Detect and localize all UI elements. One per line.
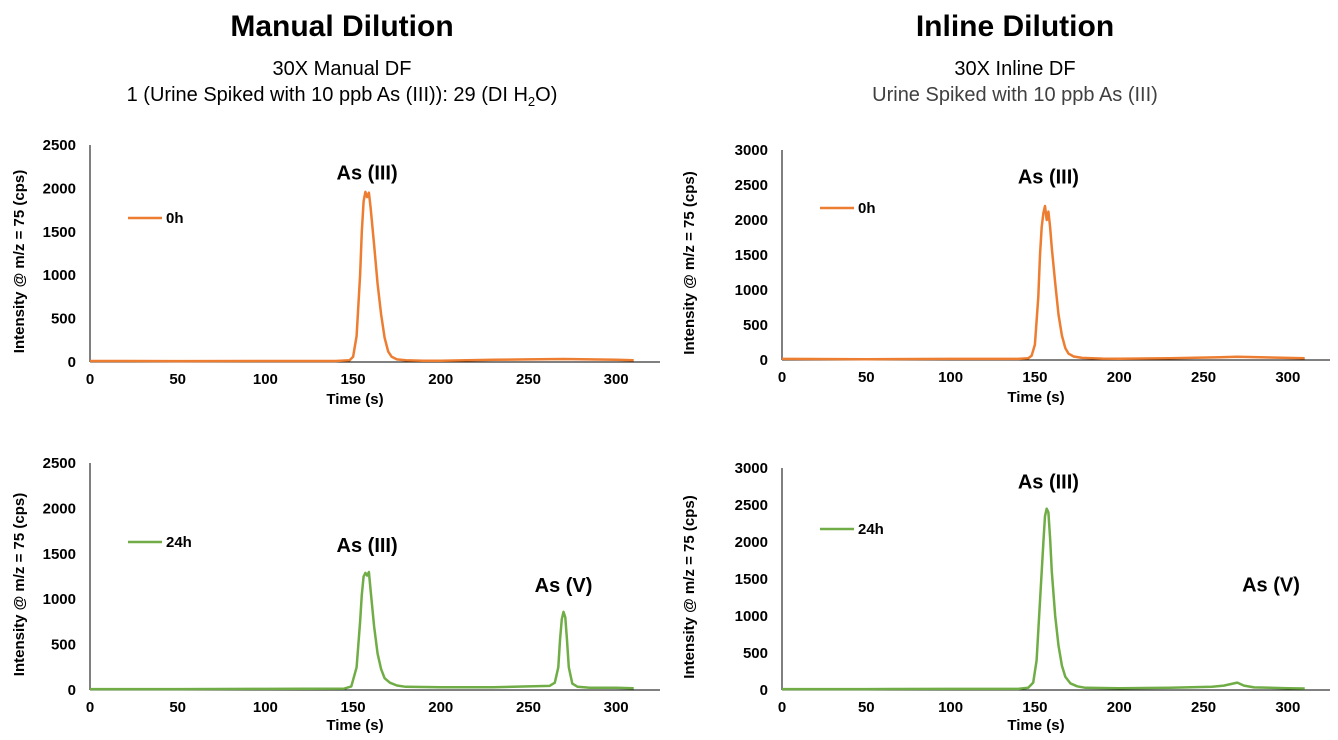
x-axis-title: Time (s) — [326, 391, 383, 408]
y-tick-label: 1000 — [43, 591, 76, 608]
x-tick-label: 150 — [341, 371, 366, 388]
x-tick-label: 100 — [253, 699, 278, 716]
x-tick-label: 100 — [938, 369, 963, 386]
y-tick-label: 2500 — [735, 177, 768, 194]
y-tick-label: 2000 — [735, 534, 768, 551]
x-tick-label: 300 — [1275, 369, 1300, 386]
y-tick-label: 1500 — [735, 247, 768, 264]
x-tick-label: 200 — [1107, 699, 1132, 716]
x-tick-label: 300 — [604, 371, 629, 388]
x-tick-label: 100 — [253, 371, 278, 388]
y-tick-label: 0 — [760, 352, 768, 369]
legend-label: 0h — [858, 200, 876, 217]
series-line-0h — [89, 190, 634, 363]
x-tick-label: 50 — [858, 699, 875, 716]
y-tick-label: 3000 — [735, 460, 768, 477]
chart-manual-24h: 0 500 1000 1500 2000 2500 0 50 100 150 200 250 300 Ti… — [11, 455, 660, 734]
x-tick-label: 100 — [938, 699, 963, 716]
legend-label: 24h — [166, 534, 192, 551]
peak-annotation: As (III) — [1018, 472, 1079, 494]
y-tick-label: 2000 — [43, 180, 76, 197]
manual-dilution-subtitle-line2: 1 (Urine Spiked with 10 ppb As (III)): 2… — [22, 82, 662, 115]
x-axis-title: Time (s) — [326, 717, 383, 734]
y-tick-label: 500 — [51, 311, 76, 328]
manual-subtitle-part-b: O) — [535, 84, 558, 106]
peak-annotation: As (V) — [1242, 575, 1300, 597]
y-tick-label: 1000 — [43, 267, 76, 284]
x-tick-label: 150 — [341, 699, 366, 716]
y-tick-label: 2500 — [43, 455, 76, 472]
x-tick-label: 250 — [1191, 699, 1216, 716]
legend-label: 24h — [858, 521, 884, 538]
series-line-0h — [781, 204, 1305, 361]
x-tick-label: 200 — [428, 371, 453, 388]
manual-dilution-title: Manual Dilution — [230, 10, 454, 43]
y-tick-label: 500 — [743, 645, 768, 662]
y-tick-label: 3000 — [735, 142, 768, 159]
y-tick-label: 500 — [743, 317, 768, 334]
x-tick-label: 0 — [778, 369, 786, 386]
y-tick-label: 1000 — [735, 282, 768, 299]
x-tick-label: 300 — [1275, 699, 1300, 716]
manual-subtitle-subscript: 2 — [527, 94, 536, 109]
y-tick-label: 1500 — [43, 546, 76, 563]
x-tick-label: 150 — [1022, 369, 1047, 386]
x-tick-label: 250 — [1191, 369, 1216, 386]
legend-label: 0h — [166, 210, 184, 227]
x-axis-title: Time (s) — [1007, 389, 1064, 406]
x-tick-label: 50 — [169, 699, 186, 716]
x-tick-label: 250 — [516, 371, 541, 388]
manual-subtitle-part-a: 1 (Urine Spiked with 10 ppb As (III)): 2… — [126, 84, 528, 106]
chart-inline-0h: 0 500 1000 1500 2000 2500 3000 0 50 100 150 200 250 3… — [681, 142, 1330, 406]
series-line-24h — [782, 507, 1305, 691]
y-tick-label: 0 — [68, 682, 76, 699]
y-axis-title: Intensity @ m/z = 75 (cps) — [681, 495, 698, 678]
y-tick-label: 500 — [51, 637, 76, 654]
series-line-24h — [90, 570, 634, 691]
y-axis-title: Intensity @ m/z = 75 (cps) — [681, 171, 698, 354]
inline-dilution-subtitle-line2: Urine Spiked with 10 ppb As (III) — [872, 84, 1158, 106]
y-tick-label: 0 — [760, 682, 768, 699]
x-tick-label: 0 — [86, 699, 94, 716]
y-tick-label: 1500 — [43, 224, 76, 241]
x-tick-label: 0 — [778, 699, 786, 716]
chart-inline-24h: 0 500 1000 1500 2000 2500 3000 0 50 100 150 200 250 3… — [681, 460, 1330, 734]
y-axis-title: Intensity @ m/z = 75 (cps) — [11, 170, 28, 353]
y-tick-label: 2000 — [735, 212, 768, 229]
y-tick-label: 1000 — [735, 608, 768, 625]
x-tick-label: 150 — [1022, 699, 1047, 716]
inline-dilution-subtitle-line1: 30X Inline DF — [954, 58, 1076, 80]
x-tick-label: 50 — [858, 369, 875, 386]
y-tick-label: 2000 — [43, 500, 76, 517]
y-axis-title: Intensity @ m/z = 75 (cps) — [11, 493, 28, 676]
x-tick-label: 250 — [516, 699, 541, 716]
y-tick-label: 2500 — [735, 497, 768, 514]
inline-dilution-title: Inline Dilution — [915, 10, 1115, 43]
chart-manual-0h: 0 500 1000 1500 2000 2500 0 50 100 150 200 250 300 Ti… — [11, 137, 660, 408]
x-tick-label: 300 — [604, 699, 629, 716]
x-tick-label: 200 — [1107, 369, 1132, 386]
y-tick-label: 1500 — [735, 571, 768, 588]
peak-annotation: As (III) — [337, 535, 398, 557]
x-axis-title: Time (s) — [1007, 717, 1064, 734]
y-tick-label: 0 — [68, 354, 76, 371]
x-tick-label: 0 — [86, 371, 94, 388]
x-tick-label: 200 — [428, 699, 453, 716]
peak-annotation: As (III) — [1018, 167, 1079, 189]
x-tick-label: 50 — [169, 371, 186, 388]
peak-annotation: As (III) — [337, 163, 398, 185]
peak-annotation: As (V) — [535, 575, 593, 597]
manual-dilution-subtitle-line1: 30X Manual DF — [272, 58, 412, 80]
y-tick-label: 2500 — [43, 137, 76, 154]
